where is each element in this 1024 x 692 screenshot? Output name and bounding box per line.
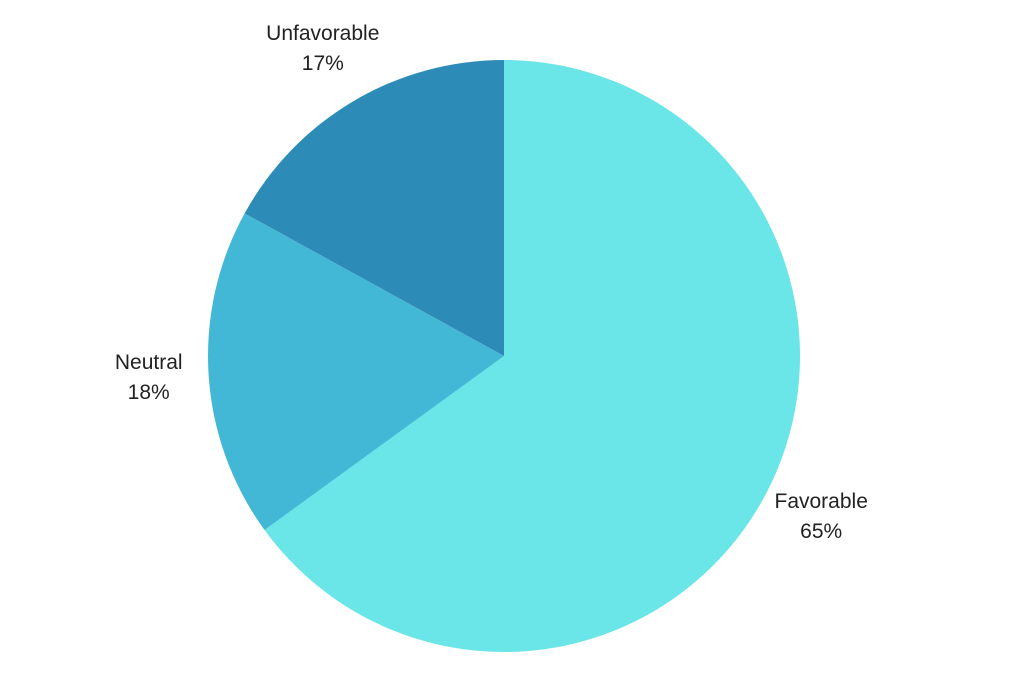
- slice-label: Unfavorable: [266, 22, 379, 45]
- pie-slice: [264, 60, 800, 653]
- pie-slice: [244, 60, 504, 356]
- slice-value-label: 17%: [302, 52, 344, 75]
- pie-slice: [208, 213, 504, 530]
- slice-label: Favorable: [775, 490, 868, 513]
- slice-value-label: 65%: [800, 520, 842, 543]
- slice-value-label: 18%: [128, 381, 170, 404]
- slice-label: Neutral: [115, 351, 183, 374]
